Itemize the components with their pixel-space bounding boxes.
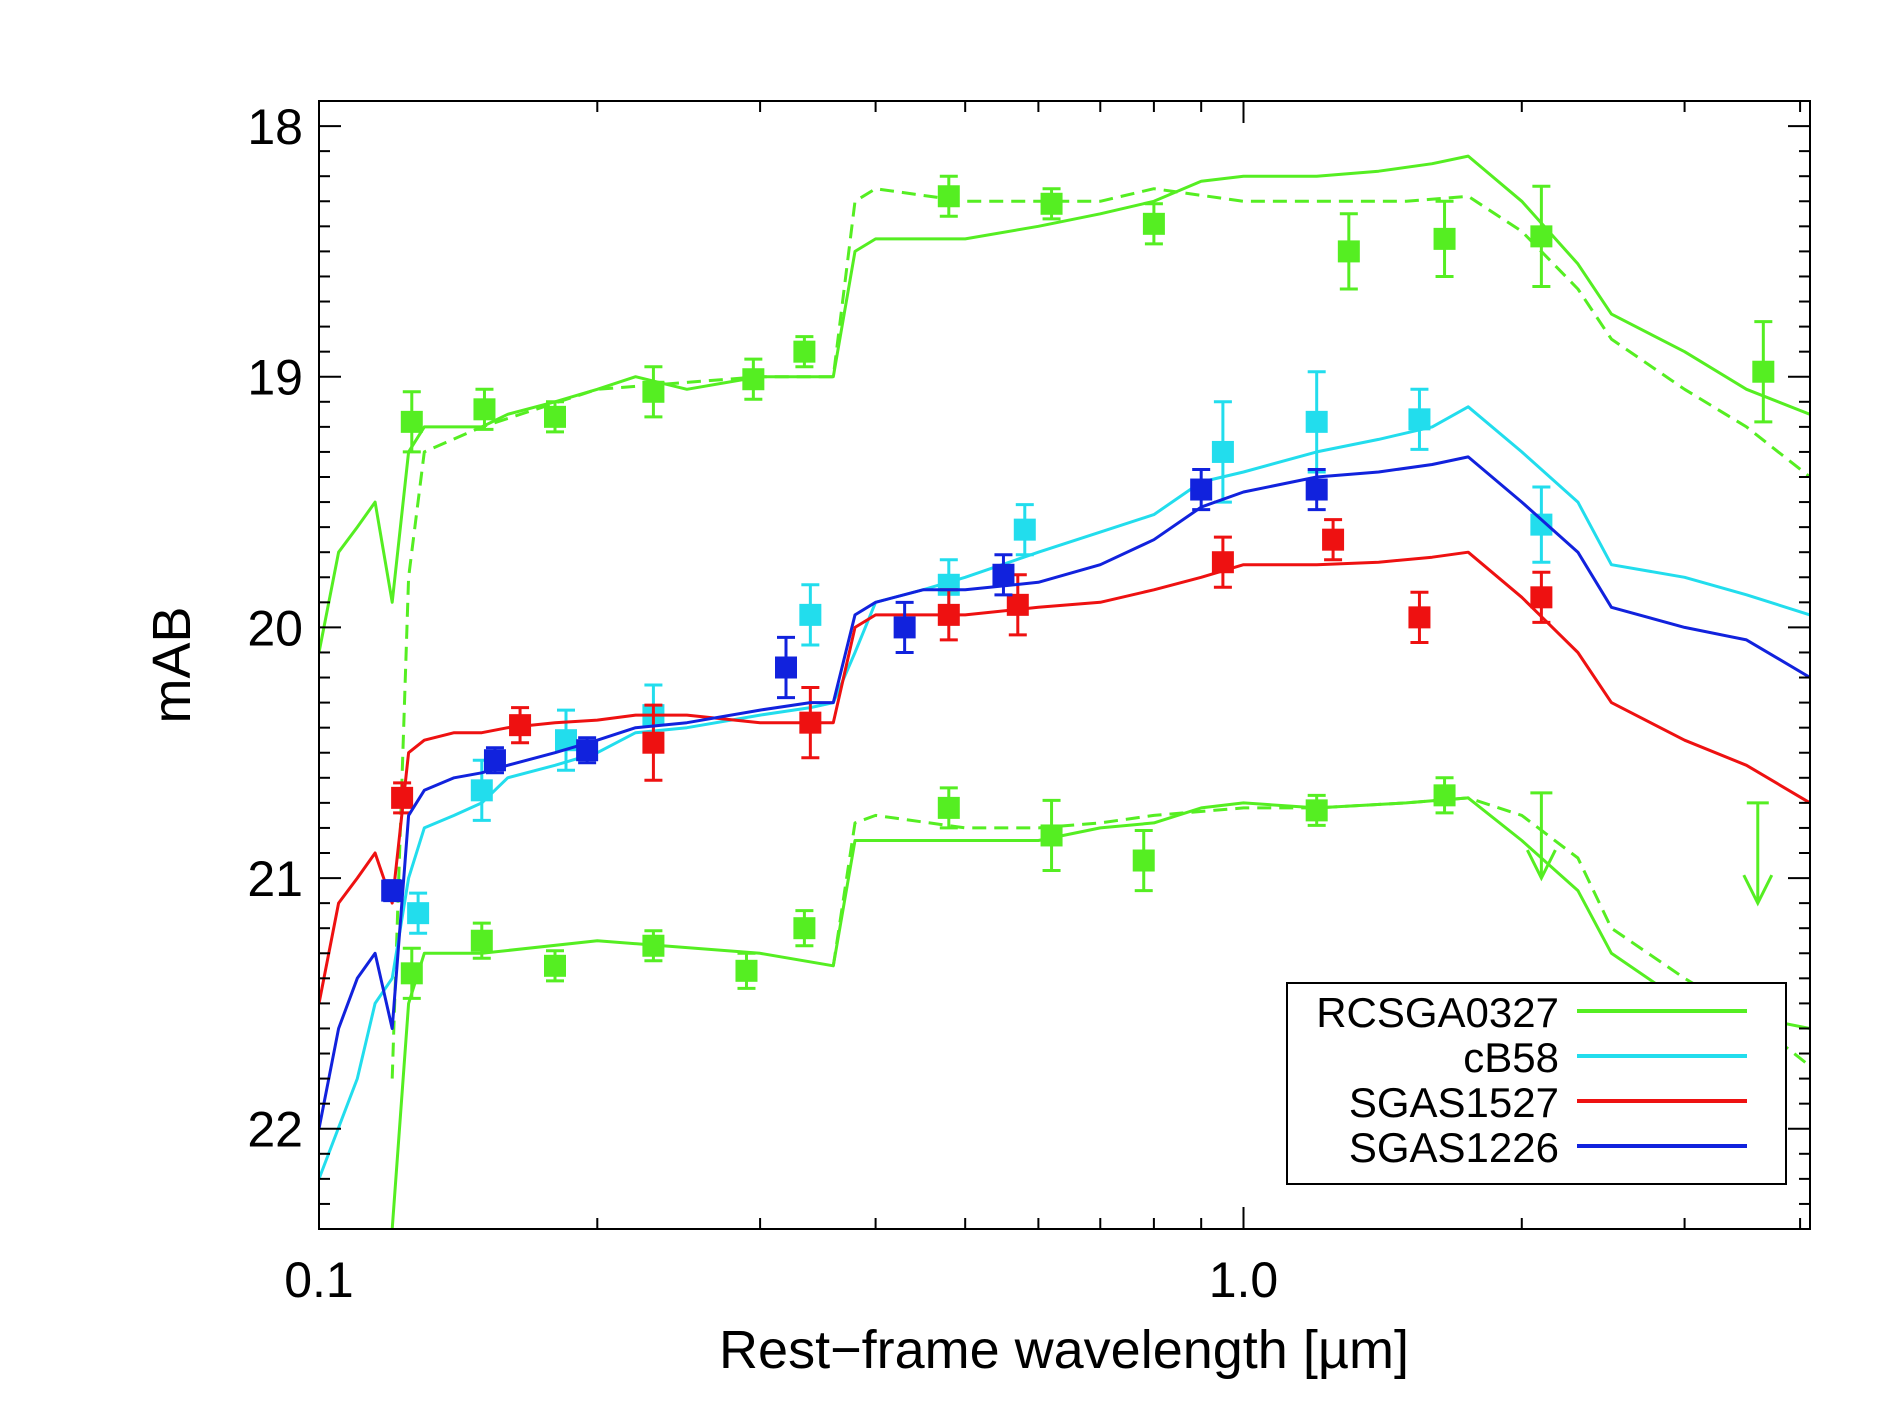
data-point [543,405,566,428]
data-point [400,962,423,985]
data-point [642,934,665,957]
data-point [642,380,665,403]
data-point [381,879,404,902]
data-point [509,714,532,737]
data-point [1190,478,1213,501]
data-point [1530,225,1553,248]
data-point [1142,212,1165,235]
series-sgas1527 [319,518,1810,1004]
axes: 0.1 1.0 18 19 20 21 22 [247,99,1811,1308]
data-point [1305,799,1328,822]
y-tick-label: 19 [247,350,303,406]
data-point [793,917,816,940]
data-point [1305,410,1328,433]
series-rcsga0327 [319,154,1810,1229]
legend-label: SGAS1226 [1349,1124,1559,1171]
series-sgas1226 [319,455,1810,1129]
model-line [390,796,1810,1229]
data-point [1433,227,1456,250]
x-tick-label: 1.0 [1209,1252,1279,1308]
data-point [775,656,798,679]
data-point [1433,784,1456,807]
data-point [1408,606,1431,629]
data-point [742,368,765,391]
data-point [1132,849,1155,872]
data-point [576,739,599,762]
data-point [543,954,566,977]
legend-box [1286,982,1787,1185]
y-tick-label: 22 [247,1102,303,1158]
data-point [1530,513,1553,536]
y-axis-label: mAB [142,606,202,723]
data-point [799,603,822,626]
data-point [470,929,493,952]
data-point [793,340,816,363]
data-point [554,729,577,752]
data-point [937,603,960,626]
data-point [1013,518,1036,541]
x-tick-label: 0.1 [284,1252,354,1308]
data-point [1006,593,1029,616]
model-line [319,550,1810,1004]
data-point [937,796,960,819]
legend-label: RCSGA0327 [1316,989,1559,1036]
data-point [992,563,1015,586]
model-line [319,455,1810,1129]
data-point [1040,192,1063,215]
data-point [799,711,822,734]
data-point [391,786,414,809]
data-point [407,902,430,925]
y-tick-label: 18 [247,99,303,155]
data-point [1408,408,1431,431]
data-point [1211,551,1234,574]
y-tick-label: 20 [247,600,303,656]
data-point [470,779,493,802]
plot-frame [318,100,1811,1230]
data-point [1337,240,1360,263]
data-point [893,616,916,639]
data-point [642,731,665,754]
legend-label: cB58 [1463,1034,1559,1081]
upper-limit-arrow [1742,874,1774,907]
model-line [831,796,1810,1068]
data-point [1211,440,1234,463]
data-point [400,410,423,433]
y-tick-label: 21 [247,851,303,907]
data-point [1530,586,1553,609]
data-point [1040,824,1063,847]
data-point [1752,360,1775,383]
data-point [937,185,960,208]
data-point [483,749,506,772]
series-layer [319,154,1810,1229]
upper-limit-arrow [1526,849,1557,882]
data-point [473,398,496,421]
x-axis-label: Rest−frame wavelength [µm] [719,1320,1409,1380]
data-point [735,959,758,982]
legend-label: SGAS1527 [1349,1079,1559,1126]
data-point [1322,528,1345,551]
data-point [1305,478,1328,501]
